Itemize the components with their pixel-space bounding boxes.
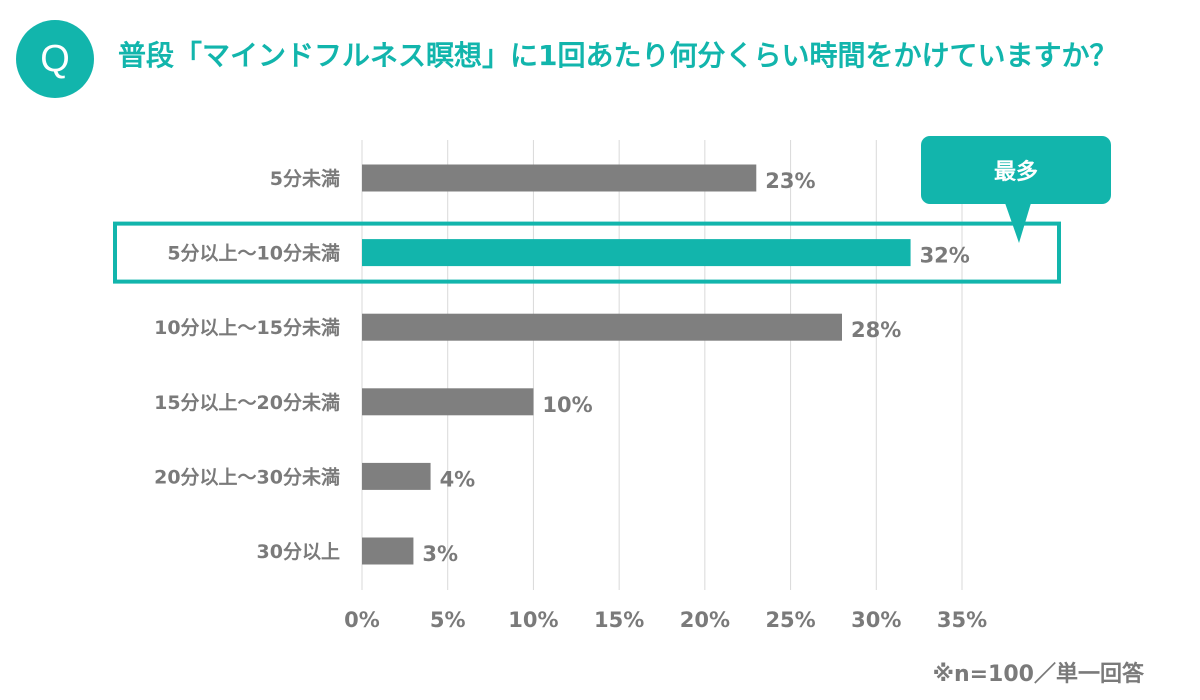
bar [362, 462, 431, 490]
bar [362, 313, 842, 341]
chart-title: 普段「マインドフルネス瞑想」に1回あたり何分くらい時間をかけていますか？ [118, 39, 1118, 72]
x-tick-label: 30% [851, 608, 901, 632]
value-label: 28% [851, 318, 901, 342]
bar [362, 164, 757, 192]
callout-label: 最多 [994, 159, 1038, 185]
category-label: 15分以上〜20分未満 [154, 391, 340, 414]
bar-highlighted [362, 239, 911, 267]
x-tick-label: 5% [430, 608, 466, 632]
category-label: 30分以上 [257, 541, 340, 563]
value-label: 32% [920, 244, 970, 268]
value-label: 10% [542, 393, 592, 417]
x-tick-label: 25% [765, 608, 815, 632]
x-tick-label: 10% [508, 608, 558, 632]
category-label: 5分以上〜10分未満 [167, 242, 340, 265]
x-tick-label: 35% [937, 608, 987, 632]
callout-pointer [1005, 203, 1031, 243]
value-label: 3% [422, 542, 458, 566]
callout-bubble [921, 136, 1111, 204]
bar [362, 388, 534, 416]
x-tick-label: 0% [344, 608, 380, 632]
category-label: 5分未満 [270, 167, 340, 190]
question-badge: Q [16, 20, 94, 98]
sample-note: ※n=100／単一回答 [932, 662, 1144, 687]
category-label: 20分以上〜30分未満 [154, 465, 340, 488]
value-label: 23% [765, 169, 815, 193]
value-label: 4% [440, 467, 476, 491]
highlight-frame [113, 221, 1061, 284]
x-tick-label: 15% [594, 608, 644, 632]
x-tick-label: 20% [680, 608, 730, 632]
category-label: 10分以上〜15分未満 [154, 316, 340, 339]
bar [362, 537, 414, 565]
